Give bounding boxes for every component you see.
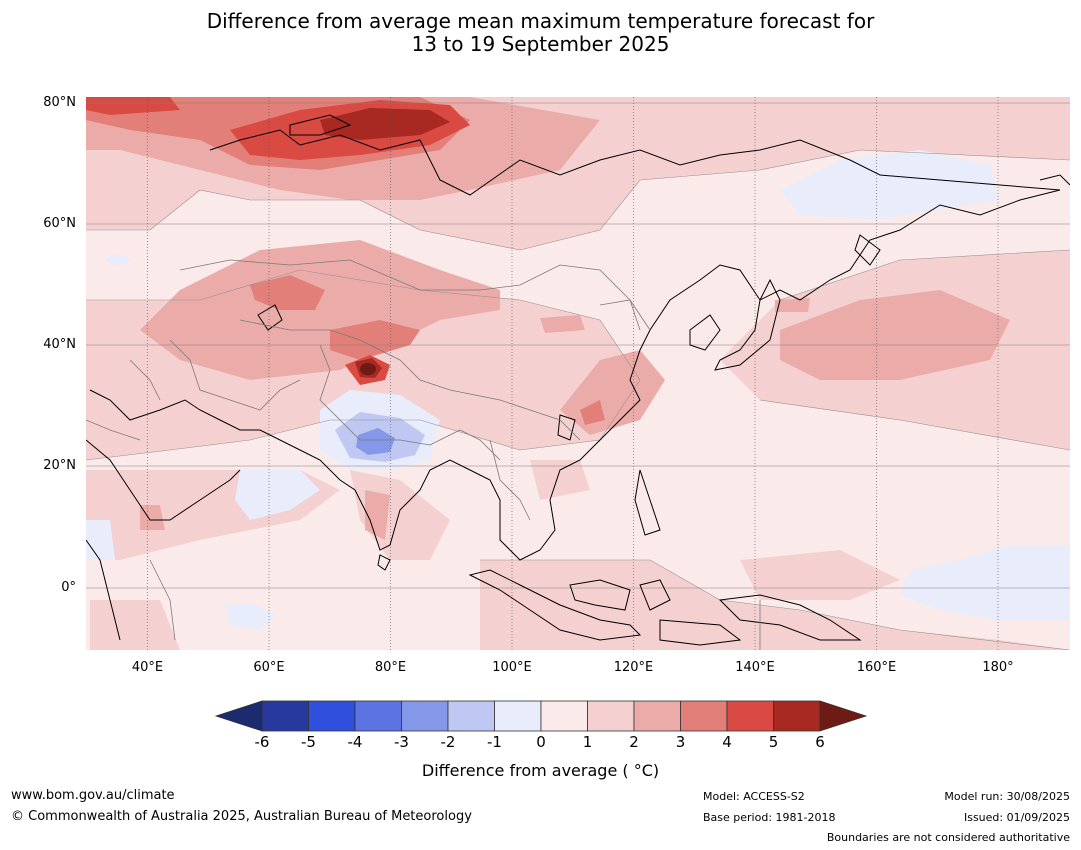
colorbar-tick-label: 6 <box>815 733 825 751</box>
coastlines <box>86 114 1070 646</box>
lat-label-0: 0° <box>61 580 76 595</box>
colorbar-tick-label: -6 <box>254 733 270 751</box>
map-title-line2: 13 to 19 September 2025 <box>411 32 670 56</box>
lon-label-40e: 40°E <box>131 660 164 675</box>
colorbar-box-10 <box>726 700 774 732</box>
country-boundaries <box>86 259 761 650</box>
longitude-gridlines <box>147 97 999 650</box>
colorbar-box-3 <box>401 700 449 732</box>
colorbar-box-0 <box>261 700 309 732</box>
map-title-line1: Difference from average mean maximum tem… <box>206 9 875 33</box>
lon-label-120e: 120°E <box>613 660 654 675</box>
colorbar-under-arrow <box>214 700 263 732</box>
footer-copyright: © Commonwealth of Australia 2025, Austra… <box>11 809 472 824</box>
lat-label-80n: 80°N <box>43 95 76 110</box>
colorbar-tick-label: -1 <box>487 733 502 751</box>
colorbar-tick-label: 2 <box>629 733 639 751</box>
footer-model: Model: ACCESS-S2 <box>703 790 805 803</box>
lon-label-80e: 80°E <box>374 660 407 675</box>
lon-label-160e: 160°E <box>856 660 897 675</box>
colorbar-box-7 <box>587 700 635 732</box>
footer-issued: Issued: 01/09/2025 <box>963 811 1070 824</box>
colorbar-tick-label: 4 <box>722 733 732 751</box>
colorbar-tick-label: -5 <box>301 733 316 751</box>
colorbar-box-5 <box>494 700 542 732</box>
anomaly-minus-3-to-minus-2-region <box>356 428 395 455</box>
colorbar-box-1 <box>308 700 356 732</box>
footer-website: www.bom.gov.au/climate <box>11 788 175 803</box>
colorbar-tick-label: 3 <box>675 733 686 751</box>
colorbar-box-4 <box>447 700 495 732</box>
footer-base-period: Base period: 1981-2018 <box>703 811 836 824</box>
colorbar-tick-label: -2 <box>440 733 456 751</box>
lat-label-40n: 40°N <box>43 337 76 352</box>
lon-label-100e: 100°E <box>492 660 532 675</box>
footer-disclaimer: Boundaries are not considered authoritat… <box>826 831 1070 844</box>
anomaly-above-6-region <box>360 363 376 375</box>
colorbar-over-arrow <box>819 700 868 732</box>
latitude-gridlines <box>86 102 1070 589</box>
colorbar-label: Difference from average ( °C) <box>421 761 660 780</box>
lat-label-60n: 60°N <box>43 216 76 231</box>
colorbar-tick-label: 1 <box>582 733 593 751</box>
colorbar-tick-label: -4 <box>347 733 363 751</box>
lon-label-60e: 60°E <box>253 660 285 675</box>
colorbar-box-2 <box>354 700 402 732</box>
colorbar-box-9 <box>680 700 728 732</box>
colorbar-box-8 <box>633 700 681 732</box>
footer-model-run: Model run: 30/08/2025 <box>944 790 1070 803</box>
map-plot-area <box>86 97 1070 650</box>
colorbar-boxes <box>261 700 821 732</box>
colorbar-box-11 <box>773 700 821 732</box>
colorbar-box-6 <box>540 700 588 732</box>
colorbar-tick-label: 0 <box>536 733 546 751</box>
lat-label-20n: 20°N <box>43 458 76 473</box>
lon-label-140e: 140°E <box>735 660 775 675</box>
colorbar-tick-label: 5 <box>768 733 779 751</box>
anomaly-minus-1-to-0-regions <box>86 150 1070 630</box>
lon-label-180: 180° <box>982 660 1014 675</box>
colorbar-tick-label: -3 <box>394 733 409 751</box>
